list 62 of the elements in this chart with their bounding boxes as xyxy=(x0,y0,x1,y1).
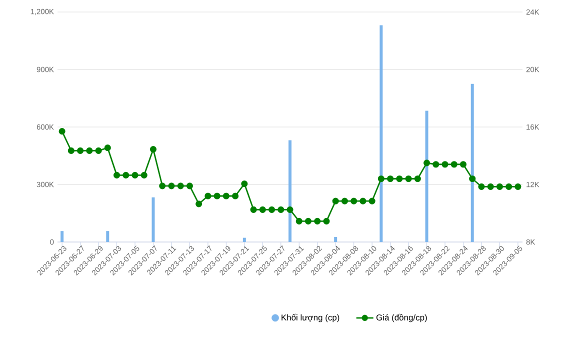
point xyxy=(150,146,157,153)
point xyxy=(368,198,376,204)
bar xyxy=(334,237,338,242)
point xyxy=(86,147,93,154)
point xyxy=(450,161,458,168)
point xyxy=(496,183,503,190)
point xyxy=(350,198,358,204)
point xyxy=(122,172,130,178)
point xyxy=(487,183,494,190)
point xyxy=(432,161,440,168)
point xyxy=(360,198,366,204)
point xyxy=(323,218,330,224)
point xyxy=(77,147,84,154)
point xyxy=(196,200,202,208)
point xyxy=(423,160,430,166)
point xyxy=(296,218,302,224)
point xyxy=(341,198,348,204)
point xyxy=(286,206,294,213)
bar xyxy=(288,140,292,242)
point xyxy=(95,147,102,154)
legend-label: Khối lượng (cp) xyxy=(282,314,340,322)
bar xyxy=(106,231,110,242)
point xyxy=(186,182,193,190)
point xyxy=(396,175,403,182)
point xyxy=(314,218,321,224)
point xyxy=(405,175,412,182)
point xyxy=(387,175,394,182)
point xyxy=(113,172,120,178)
point xyxy=(241,180,248,188)
point xyxy=(332,198,339,204)
point xyxy=(259,206,266,213)
point xyxy=(104,144,111,152)
point xyxy=(506,183,512,190)
bar xyxy=(60,231,64,242)
point xyxy=(204,192,212,200)
point xyxy=(460,161,467,168)
point xyxy=(214,192,220,200)
point xyxy=(268,206,276,213)
bar xyxy=(380,25,383,242)
point xyxy=(168,182,175,190)
point xyxy=(222,192,230,200)
bar xyxy=(242,238,246,242)
point xyxy=(514,183,522,190)
point xyxy=(58,128,66,135)
point xyxy=(159,182,166,190)
point xyxy=(68,147,74,154)
bar xyxy=(470,84,474,242)
point xyxy=(478,183,485,190)
point xyxy=(442,161,448,168)
point xyxy=(304,218,312,224)
point xyxy=(177,182,184,190)
point xyxy=(250,206,257,213)
bar xyxy=(425,110,428,242)
point xyxy=(132,172,138,178)
bar xyxy=(152,197,155,242)
point xyxy=(232,192,239,200)
point xyxy=(469,175,476,182)
point xyxy=(378,175,384,182)
point xyxy=(278,206,284,213)
legend-label: Giá (đồng/cp) xyxy=(376,314,427,322)
point xyxy=(414,175,421,182)
point xyxy=(140,172,148,178)
